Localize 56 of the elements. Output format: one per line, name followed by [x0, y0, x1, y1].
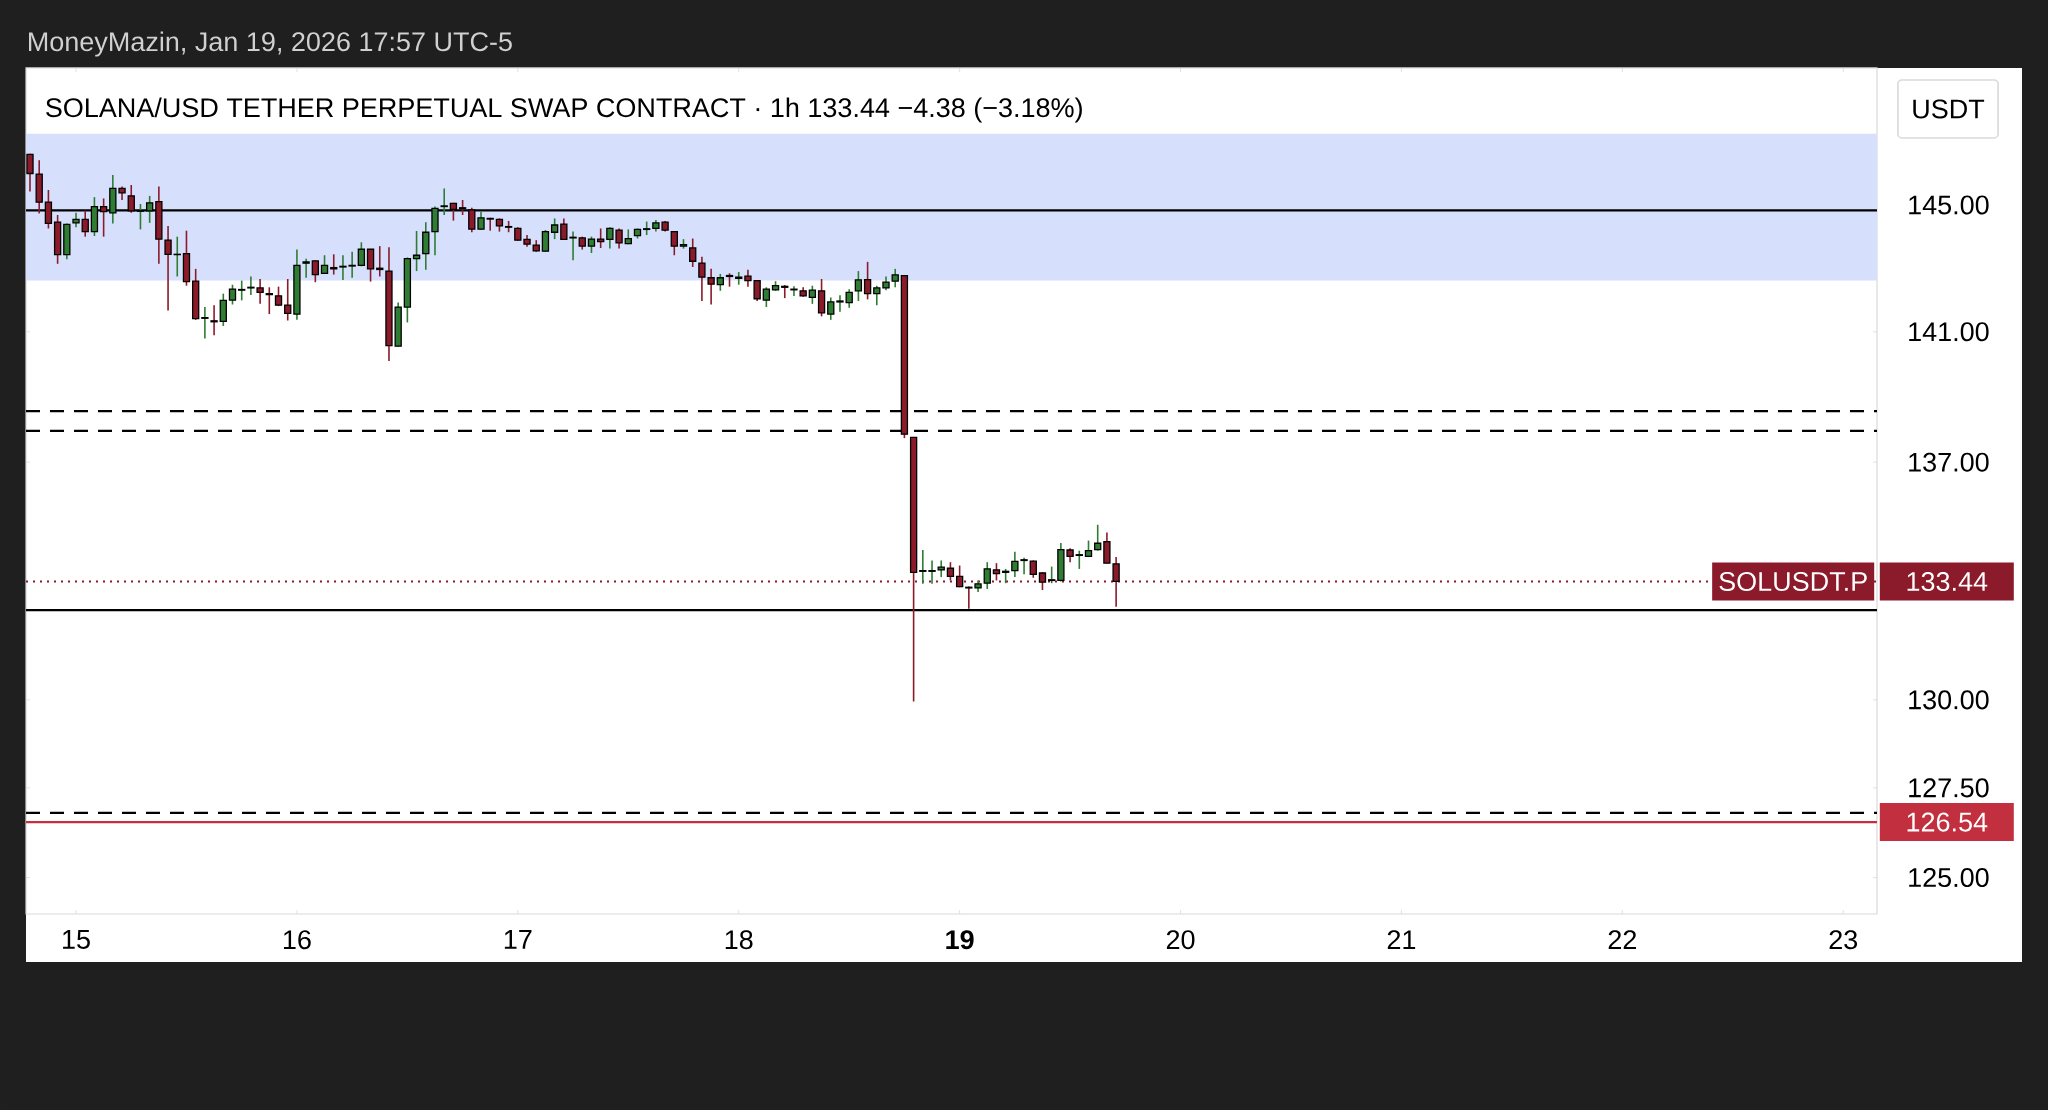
- x-tick-label: 19: [946, 930, 974, 950]
- candlestick: [265, 286, 273, 315]
- y-tick-label: 137.00: [1909, 452, 1989, 472]
- candlestick: [201, 306, 209, 340]
- candlestick: [891, 268, 899, 289]
- x-tick-label: 16: [283, 930, 311, 950]
- y-tick-label: 145.00: [1909, 195, 1989, 215]
- candlestick: [357, 241, 366, 268]
- candlestick: [817, 278, 826, 318]
- candlestick: [735, 271, 743, 286]
- x-tick-label: 18: [725, 930, 753, 950]
- candlestick: [284, 278, 292, 322]
- candlestick: [320, 254, 329, 275]
- candlestick: [302, 257, 310, 279]
- candlestick: [983, 561, 991, 590]
- candlestick: [937, 559, 945, 578]
- candlestick: [219, 292, 227, 327]
- candlestick: [873, 284, 881, 306]
- y-tick-label: 141.00: [1909, 322, 1989, 342]
- y-axis-title: USDT: [1913, 99, 1985, 119]
- candlestick: [854, 270, 863, 302]
- candlestick: [1011, 550, 1019, 578]
- candlestick: [541, 229, 550, 253]
- x-tick-label: 20: [1166, 930, 1195, 950]
- x-tick-label: 15: [63, 930, 90, 949]
- candlestick: [808, 284, 817, 305]
- candlestick: [366, 248, 375, 283]
- candlestick: [330, 253, 338, 276]
- annotation: SOLUSDT.P: [1719, 571, 1867, 592]
- candlestick: [781, 284, 789, 299]
- x-tick-label: 23: [1829, 930, 1858, 950]
- text: MoneyMazin, Jan 19, 2026 17:57 UTC-5: [29, 31, 512, 57]
- ref-line-label: 133.44: [1907, 571, 1988, 592]
- candlestick: [486, 217, 494, 232]
- candlestick: [228, 283, 237, 306]
- candlestick: [670, 230, 678, 257]
- text: SOLANA/USD TETHER PERPETUAL SWAP CONTRACT · 1h 133.44 −4.38 (−3.18%): [46, 97, 1082, 123]
- candlestick: [550, 217, 559, 240]
- candlestick: [1020, 556, 1028, 576]
- candlestick: [311, 259, 320, 284]
- candlestick: [762, 286, 771, 308]
- x-tick-label: 21: [1387, 930, 1416, 949]
- candlestick: [1075, 549, 1083, 570]
- x-tick-label: 17: [504, 930, 532, 949]
- candlestick: [863, 261, 872, 301]
- x-tick-label: 22: [1608, 930, 1637, 949]
- y-tick-label: 125.00: [1909, 868, 1989, 888]
- candlestick: [210, 304, 218, 337]
- candlestick: [422, 221, 430, 271]
- candlestick: [238, 279, 246, 302]
- candlestick: [689, 237, 697, 268]
- ref-line-label: 126.54: [1907, 812, 1988, 832]
- candlestick: [26, 152, 34, 193]
- y-tick-label: 127.50: [1909, 778, 1989, 798]
- candlestick: [827, 296, 835, 321]
- y-tick-label: 130.00: [1909, 690, 1989, 710]
